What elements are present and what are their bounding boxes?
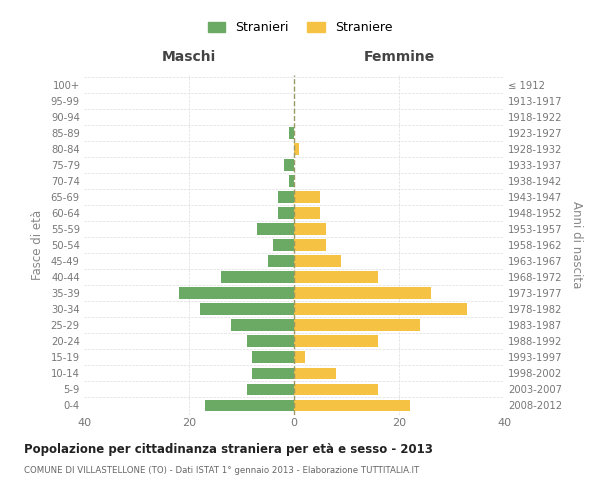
Bar	[294, 400, 409, 411]
Y-axis label: Fasce di età: Fasce di età	[31, 210, 44, 280]
Bar	[252, 368, 294, 379]
Bar	[247, 336, 294, 347]
Bar	[289, 175, 294, 186]
Bar	[294, 336, 378, 347]
Bar	[278, 207, 294, 218]
Bar	[247, 384, 294, 395]
Bar	[199, 304, 294, 315]
Bar	[294, 304, 467, 315]
Text: Maschi: Maschi	[162, 50, 216, 64]
Bar	[294, 352, 305, 363]
Bar	[294, 288, 431, 299]
Bar	[294, 207, 320, 218]
Bar	[294, 384, 378, 395]
Bar	[268, 256, 294, 267]
Bar	[221, 272, 294, 283]
Bar	[294, 368, 336, 379]
Legend: Stranieri, Straniere: Stranieri, Straniere	[203, 16, 397, 40]
Bar	[294, 223, 325, 234]
Bar	[289, 127, 294, 138]
Bar	[252, 352, 294, 363]
Bar	[205, 400, 294, 411]
Bar	[294, 272, 378, 283]
Bar	[294, 256, 341, 267]
Bar	[294, 191, 320, 202]
Bar	[231, 320, 294, 331]
Bar	[294, 320, 420, 331]
Y-axis label: Anni di nascita: Anni di nascita	[569, 202, 583, 288]
Bar	[294, 239, 325, 251]
Bar	[257, 223, 294, 234]
Text: COMUNE DI VILLASTELLONE (TO) - Dati ISTAT 1° gennaio 2013 - Elaborazione TUTTITA: COMUNE DI VILLASTELLONE (TO) - Dati ISTA…	[24, 466, 419, 475]
Bar	[273, 239, 294, 251]
Text: Popolazione per cittadinanza straniera per età e sesso - 2013: Popolazione per cittadinanza straniera p…	[24, 442, 433, 456]
Bar	[284, 159, 294, 170]
Text: Femmine: Femmine	[364, 50, 434, 64]
Bar	[294, 143, 299, 154]
Bar	[278, 191, 294, 202]
Bar	[179, 288, 294, 299]
